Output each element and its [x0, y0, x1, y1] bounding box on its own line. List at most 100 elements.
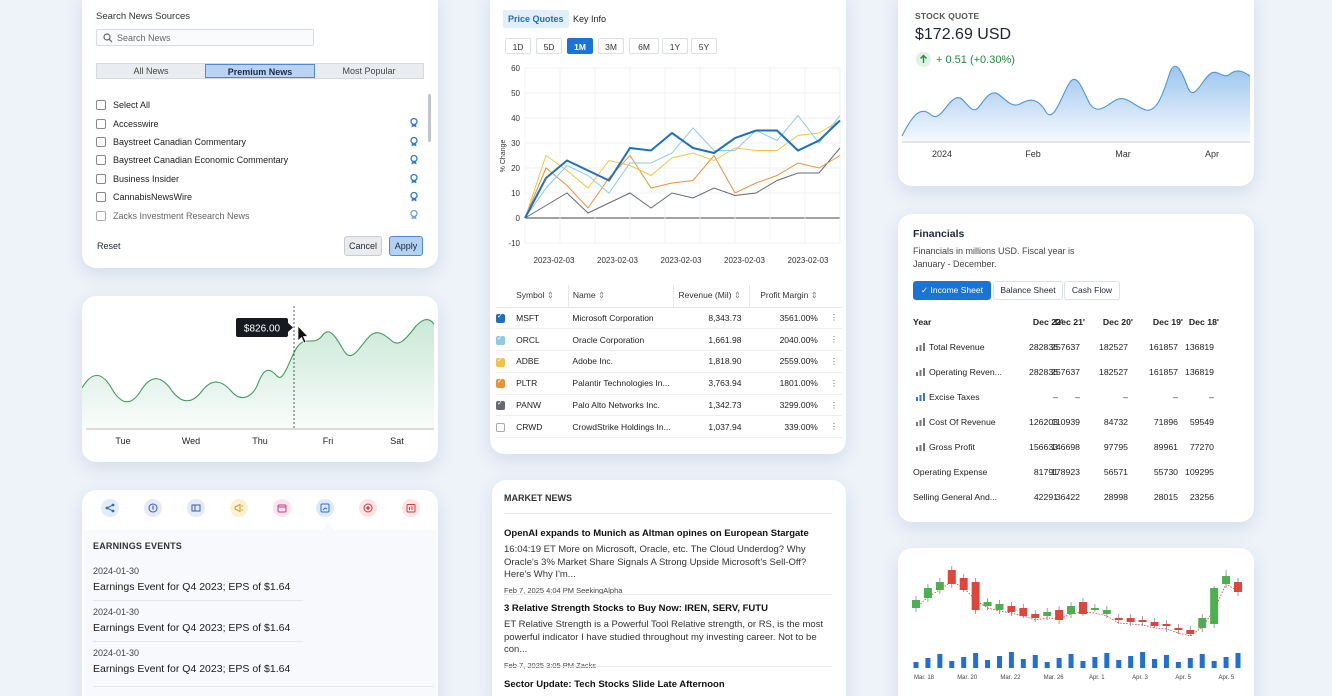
- row-checkbox[interactable]: [496, 350, 517, 373]
- source-row[interactable]: Business Insider: [96, 170, 426, 188]
- range-6m[interactable]: 6M: [629, 38, 659, 54]
- candle-body[interactable]: [1114, 618, 1123, 620]
- range-5d[interactable]: 5D: [536, 38, 562, 54]
- candle-body[interactable]: [1138, 620, 1147, 622]
- comparison-line-chart[interactable]: 60 50 40 30 20 10 0 -10 % Change 2023-02-03 2023-0…: [490, 58, 846, 273]
- candle-body[interactable]: [1174, 628, 1183, 630]
- apply-button[interactable]: Apply: [389, 236, 423, 256]
- bar-chart-icon[interactable]: [916, 393, 925, 401]
- news-item[interactable]: OpenAI expands to Munich as Altman opine…: [504, 528, 832, 595]
- candle-body[interactable]: [1126, 618, 1135, 622]
- candle-body[interactable]: [1150, 622, 1159, 626]
- header-revenue[interactable]: Revenue (Mil) ⇕: [672, 285, 750, 308]
- financials-row[interactable]: Excise Taxes – – – – –: [913, 384, 1235, 409]
- candle-body[interactable]: [947, 570, 956, 584]
- row-checkbox[interactable]: [496, 372, 517, 395]
- news-headline[interactable]: OpenAI expands to Munich as Altman opine…: [504, 528, 809, 539]
- source-row[interactable]: CannabisNewsWire: [96, 188, 426, 206]
- target-icon[interactable]: [358, 499, 377, 517]
- news-item[interactable]: Sector Update: Tech Stocks Slide Late Af…: [504, 679, 832, 690]
- tab-income-sheet[interactable]: ✓ Income Sheet: [913, 281, 991, 300]
- info-icon[interactable]: [143, 499, 162, 517]
- document-icon[interactable]: [186, 499, 205, 517]
- financials-row[interactable]: Gross Profit 156633 146698 97795 89961 77270: [913, 434, 1235, 459]
- candle-body[interactable]: [1019, 608, 1028, 616]
- news-headline[interactable]: 3 Relative Strength Stocks to Buy Now: I…: [504, 603, 768, 614]
- candle-body[interactable]: [912, 600, 920, 608]
- select-all-row[interactable]: Select All: [96, 96, 426, 114]
- checkbox[interactable]: [96, 100, 106, 111]
- header-margin[interactable]: Profit Margin ⇕: [748, 285, 826, 308]
- scrollbar[interactable]: [428, 94, 431, 142]
- tab-price-quotes[interactable]: Price Quotes: [503, 10, 569, 28]
- row-checkbox[interactable]: [496, 394, 517, 417]
- source-row[interactable]: Baystreet Canadian Commentary: [96, 133, 426, 151]
- financials-row[interactable]: Total Revenue 282836 257637 182527 161857 136…: [913, 334, 1235, 359]
- row-menu-icon[interactable]: ⋮: [825, 415, 842, 439]
- candle-body[interactable]: [995, 604, 1004, 610]
- megaphone-icon[interactable]: [229, 499, 248, 517]
- row-menu-icon[interactable]: ⋮: [825, 350, 842, 373]
- candle-body[interactable]: [1043, 612, 1052, 616]
- candle-body[interactable]: [1031, 614, 1040, 618]
- range-1d[interactable]: 1D: [505, 38, 531, 54]
- tab-premium-news[interactable]: Premium News: [205, 64, 315, 78]
- row-checkbox[interactable]: [496, 415, 517, 439]
- range-5y[interactable]: 5Y: [691, 38, 717, 54]
- candle-body[interactable]: [923, 588, 932, 598]
- search-input[interactable]: Search News: [96, 29, 314, 46]
- header-name[interactable]: Name ⇕: [567, 285, 673, 308]
- series-line[interactable]: [524, 154, 841, 219]
- candle-body[interactable]: [1162, 624, 1171, 626]
- table-row[interactable]: CRWD CrowdStrike Holdings In... 1,037.94 33…: [496, 415, 842, 439]
- candle-body[interactable]: [1078, 602, 1087, 614]
- row-menu-icon[interactable]: ⋮: [825, 307, 842, 330]
- checkbox[interactable]: [96, 192, 106, 203]
- row-checkbox[interactable]: [496, 307, 517, 330]
- row-menu-icon[interactable]: ⋮: [825, 328, 842, 352]
- filing-icon[interactable]: [401, 499, 420, 517]
- share-icon[interactable]: [100, 499, 119, 517]
- series-line[interactable]: [524, 120, 841, 219]
- cancel-button[interactable]: Cancel: [344, 236, 382, 256]
- candle-body[interactable]: [1055, 610, 1064, 620]
- earnings-event[interactable]: 2024-01-30 Earnings Event for Q4 2023; EP…: [93, 607, 303, 634]
- candle-body[interactable]: [1234, 582, 1242, 592]
- calendar-icon[interactable]: [272, 499, 291, 517]
- source-row[interactable]: Baystreet Canadian Economic Commentary: [96, 151, 426, 169]
- candle-body[interactable]: [1090, 608, 1099, 610]
- candle-body[interactable]: [983, 602, 992, 606]
- range-1y[interactable]: 1Y: [662, 38, 688, 54]
- candle-body[interactable]: [1222, 576, 1231, 584]
- bar-chart-icon[interactable]: [916, 443, 925, 451]
- news-item[interactable]: 3 Relative Strength Stocks to Buy Now: I…: [504, 603, 832, 670]
- bar-chart-icon[interactable]: [916, 368, 925, 376]
- tab-cash-flow[interactable]: Cash Flow: [1064, 281, 1120, 300]
- bar-chart-icon[interactable]: [916, 418, 925, 426]
- series-line[interactable]: [524, 119, 841, 219]
- checkbox[interactable]: [96, 118, 106, 129]
- news-headline[interactable]: Sector Update: Tech Stocks Slide Late Af…: [504, 679, 725, 690]
- tab-all-news[interactable]: All News: [133, 66, 169, 76]
- row-menu-icon[interactable]: ⋮: [825, 372, 842, 395]
- earnings-event[interactable]: 2024-01-30 Earnings Event for Q4 2023; EP…: [93, 648, 303, 675]
- source-row[interactable]: Accesswire: [96, 114, 426, 132]
- candle-body[interactable]: [1186, 630, 1195, 634]
- report-icon[interactable]: [315, 499, 334, 517]
- financials-row[interactable]: Operating Reven... 282836 257637 182527 1618…: [913, 359, 1235, 384]
- candle-body[interactable]: [1198, 618, 1207, 628]
- candle-body[interactable]: [971, 582, 980, 610]
- tab-most-popular[interactable]: Most Popular: [342, 66, 396, 76]
- checkbox[interactable]: [96, 210, 106, 221]
- bar-chart-icon[interactable]: [916, 343, 925, 351]
- series-line[interactable]: [524, 114, 841, 219]
- candle-body[interactable]: [935, 582, 944, 590]
- row-menu-icon[interactable]: ⋮: [825, 394, 842, 417]
- checkbox[interactable]: [96, 136, 106, 147]
- intraday-chart[interactable]: $826.00 Tue Wed Thu Fri Sat: [82, 296, 438, 462]
- candle-body[interactable]: [1007, 606, 1016, 612]
